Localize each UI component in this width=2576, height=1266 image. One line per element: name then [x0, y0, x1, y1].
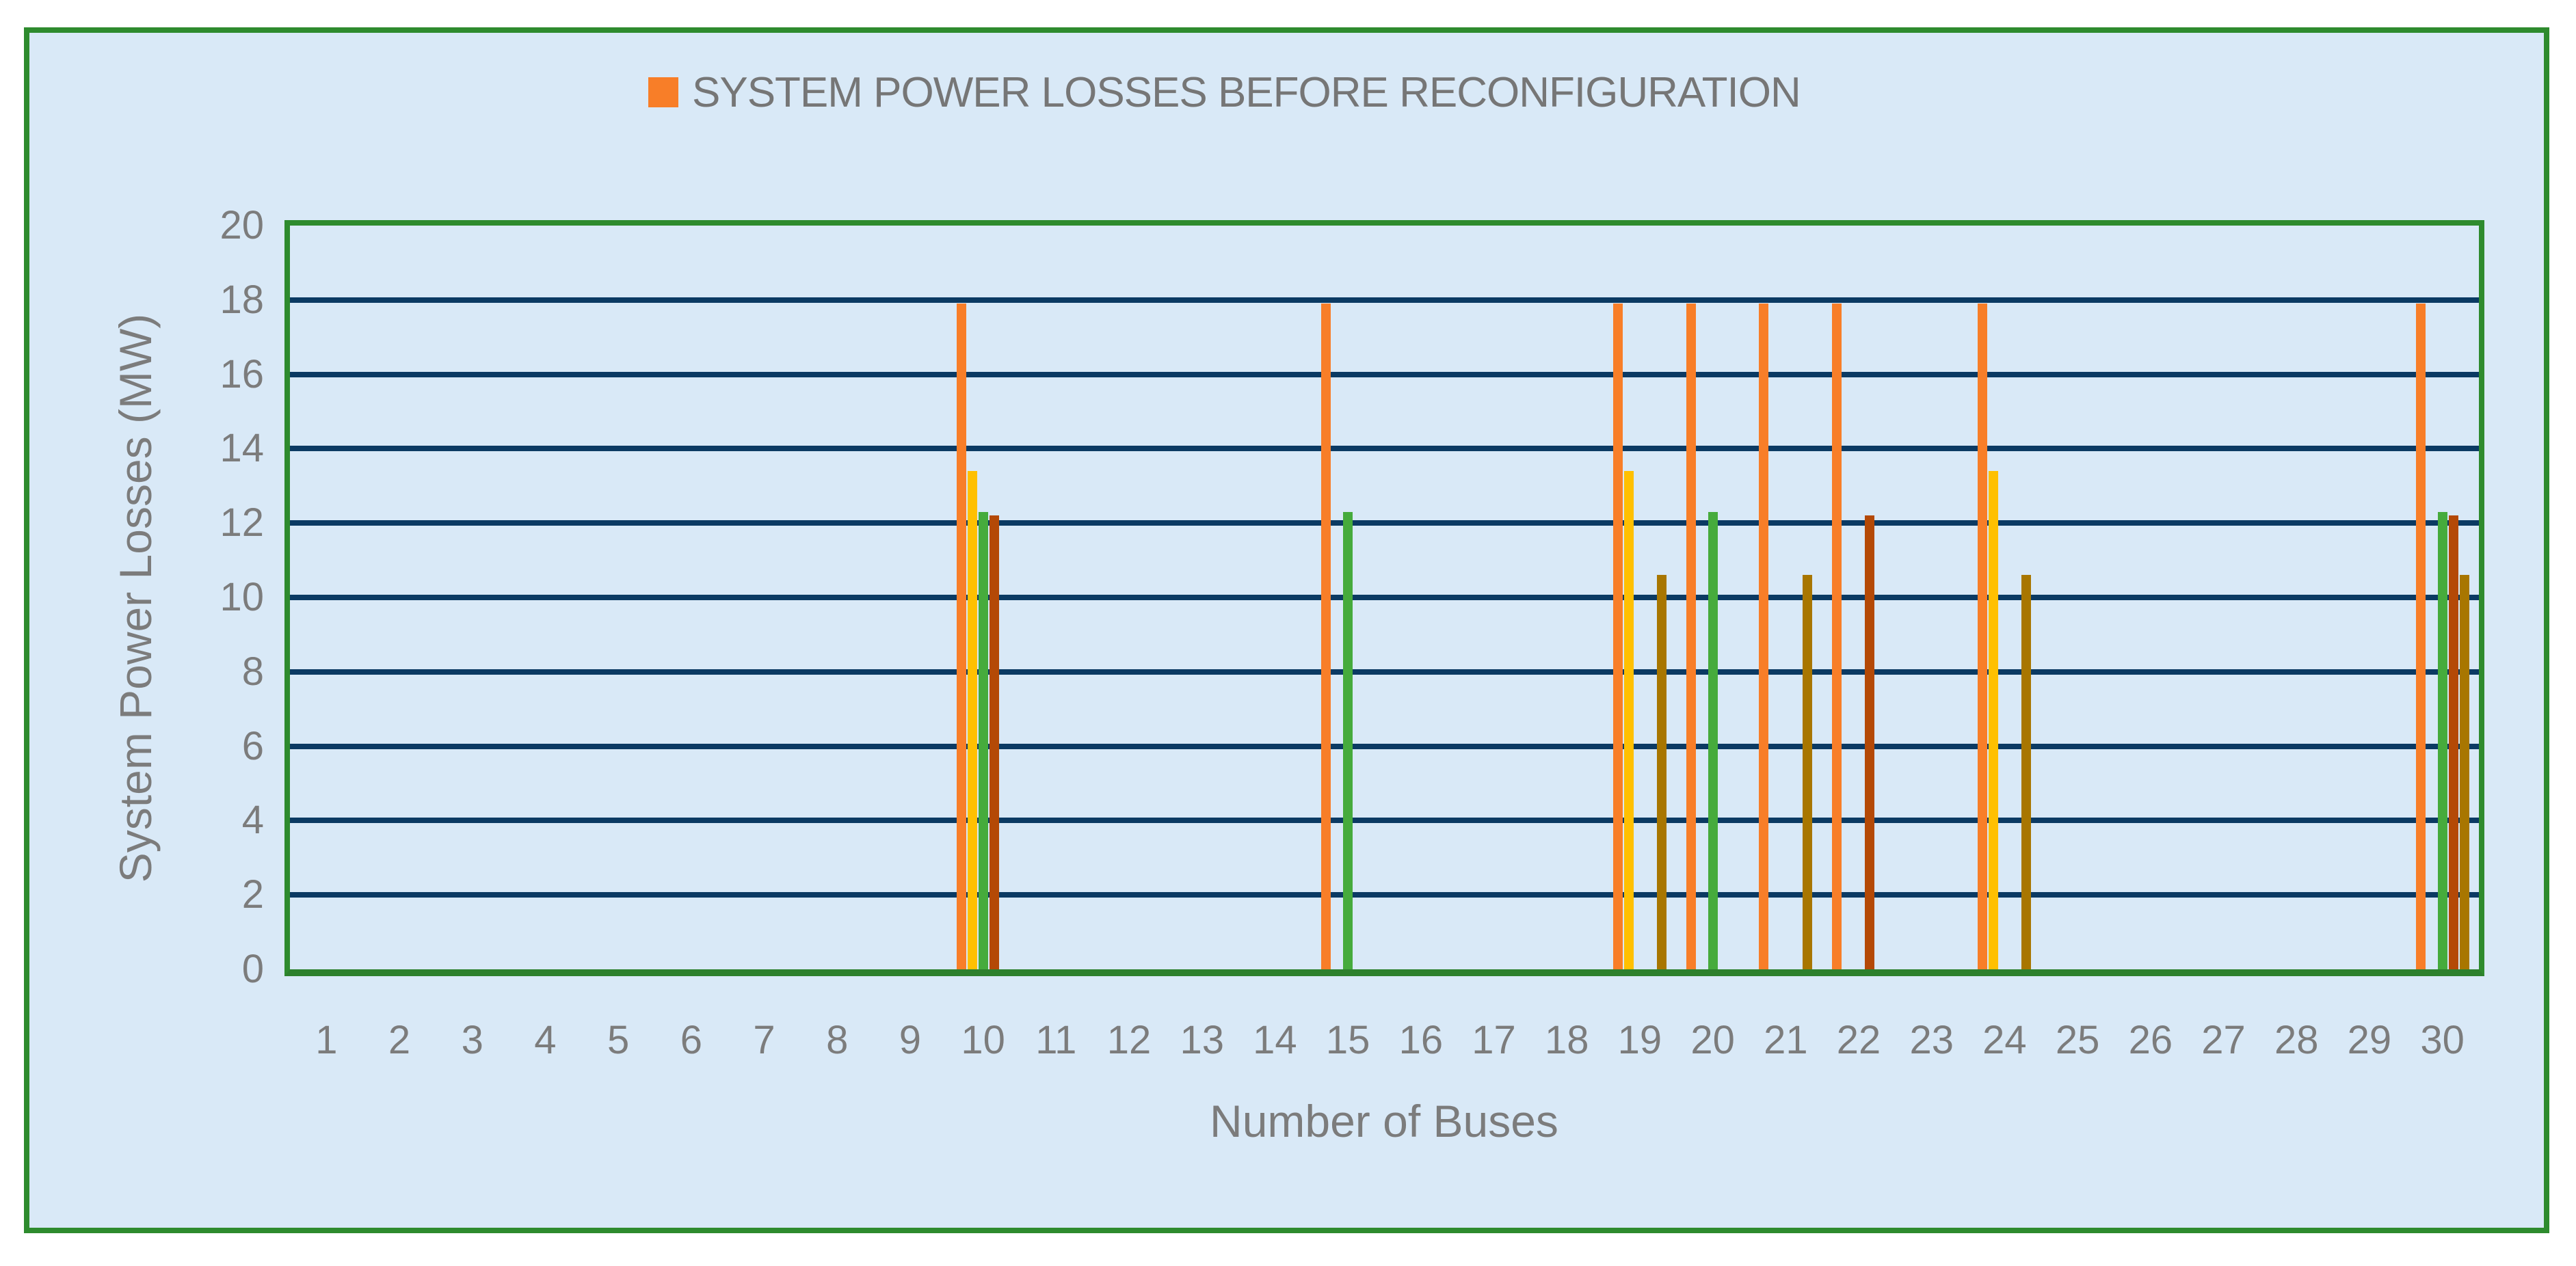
x-tick-label-28: 28 — [2274, 1018, 2319, 1062]
bar-bus10-orange — [956, 304, 966, 969]
y-axis-title: System Power Losses (MW) — [110, 313, 161, 883]
y-tick-label-12: 12 — [220, 500, 264, 546]
x-tick-label-24: 24 — [1982, 1018, 2027, 1062]
y-tick-label-0: 0 — [241, 947, 264, 991]
gridline-y-12 — [290, 520, 2479, 526]
bar-bus15-orange — [1321, 304, 1331, 969]
x-tick-label-29: 29 — [2347, 1018, 2392, 1062]
x-tick-label-2: 2 — [388, 1018, 411, 1062]
bar-bus30-dark-red — [2448, 515, 2458, 969]
y-tick-label-8: 8 — [241, 649, 264, 694]
bar-bus10-dark-red — [989, 515, 999, 969]
x-tick-label-4: 4 — [534, 1018, 557, 1062]
gridline-y-2 — [290, 892, 2479, 898]
plot-area — [284, 220, 2484, 976]
bar-bus20-green — [1708, 511, 1718, 969]
x-tick-label-11: 11 — [1035, 1018, 1077, 1062]
x-tick-label-5: 5 — [607, 1018, 630, 1062]
x-tick-label-22: 22 — [1836, 1018, 1881, 1062]
gridline-y-10 — [290, 595, 2479, 600]
x-tick-label-14: 14 — [1253, 1018, 1297, 1062]
bar-bus30-olive — [2459, 575, 2469, 969]
bar-bus22-orange — [1832, 304, 1842, 969]
bar-bus24-yellow — [1989, 471, 1999, 969]
x-tick-label-1: 1 — [315, 1018, 338, 1062]
bar-bus21-orange — [1759, 304, 1769, 969]
x-tick-label-30: 30 — [2420, 1018, 2465, 1062]
x-tick-label-18: 18 — [1544, 1018, 1589, 1062]
x-tick-label-25: 25 — [2055, 1018, 2100, 1062]
gridline-y-18 — [290, 297, 2479, 303]
x-tick-label-8: 8 — [826, 1018, 849, 1062]
bar-bus24-orange — [1978, 304, 1988, 969]
x-tick-label-20: 20 — [1690, 1018, 1735, 1062]
x-tick-label-16: 16 — [1398, 1018, 1444, 1062]
x-tick-label-7: 7 — [753, 1018, 775, 1062]
bar-bus20-orange — [1686, 304, 1696, 969]
y-tick-label-14: 14 — [220, 426, 264, 471]
bar-bus15-green — [1343, 511, 1353, 969]
bar-bus19-yellow — [1623, 471, 1634, 969]
y-tick-label-2: 2 — [241, 872, 264, 917]
gridline-y-16 — [290, 371, 2479, 377]
legend: SYSTEM POWER LOSSES BEFORE RECONFIGURATI… — [648, 69, 1801, 116]
x-tick-label-19: 19 — [1617, 1018, 1662, 1062]
bar-bus10-green — [978, 511, 988, 969]
bar-bus30-green — [2437, 511, 2447, 969]
bar-bus19-orange — [1612, 304, 1623, 969]
bar-bus21-olive — [1803, 575, 1813, 969]
x-tick-label-13: 13 — [1180, 1018, 1224, 1062]
bar-bus24-olive — [2021, 575, 2032, 969]
bar-bus30-orange — [2415, 304, 2426, 969]
x-tick-label-3: 3 — [461, 1018, 483, 1062]
x-tick-label-17: 17 — [1472, 1018, 1516, 1062]
y-tick-label-20: 20 — [220, 203, 264, 247]
y-tick-label-16: 16 — [220, 351, 264, 396]
x-tick-label-9: 9 — [899, 1018, 922, 1062]
bar-bus10-yellow — [967, 471, 977, 969]
x-tick-label-23: 23 — [1909, 1018, 1954, 1062]
x-axis-title: Number of Buses — [1210, 1096, 1558, 1146]
bar-bus22-dark-red — [1865, 515, 1875, 969]
x-tick-label-26: 26 — [2128, 1018, 2173, 1062]
gridline-y-6 — [290, 743, 2479, 749]
x-tick-label-12: 12 — [1106, 1018, 1152, 1062]
x-tick-label-10: 10 — [961, 1018, 1005, 1062]
gridline-y-8 — [290, 669, 2479, 675]
y-tick-label-10: 10 — [220, 575, 264, 619]
legend-label: SYSTEM POWER LOSSES BEFORE RECONFIGURATI… — [692, 68, 1801, 116]
legend-marker-icon — [648, 77, 678, 107]
y-tick-label-18: 18 — [220, 277, 264, 322]
x-tick-label-6: 6 — [680, 1018, 702, 1062]
x-tick-label-21: 21 — [1764, 1018, 1808, 1062]
bar-bus19-olive — [1656, 575, 1667, 969]
y-tick-label-6: 6 — [241, 723, 264, 768]
chart-frame — [24, 27, 2549, 1233]
gridline-y-14 — [290, 446, 2479, 452]
y-tick-label-4: 4 — [241, 798, 264, 843]
x-tick-label-15: 15 — [1325, 1018, 1370, 1062]
gridline-y-4 — [290, 818, 2479, 824]
x-tick-label-27: 27 — [2201, 1018, 2246, 1062]
